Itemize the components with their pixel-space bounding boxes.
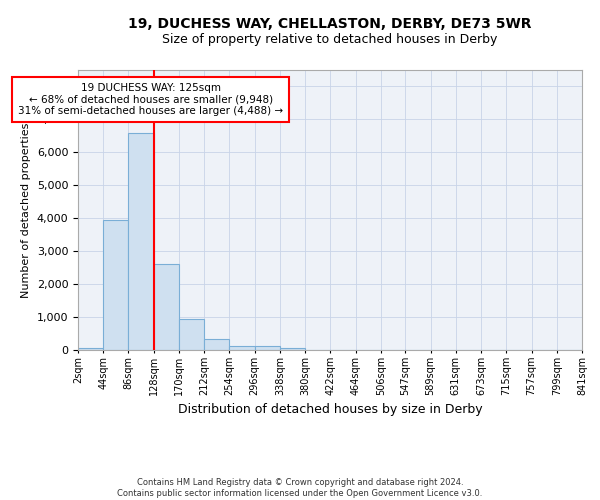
X-axis label: Distribution of detached houses by size in Derby: Distribution of detached houses by size … bbox=[178, 404, 482, 416]
Bar bbox=[179, 318, 204, 350]
Bar bbox=[154, 264, 179, 350]
Y-axis label: Number of detached properties: Number of detached properties bbox=[21, 122, 31, 298]
Text: Contains HM Land Registry data © Crown copyright and database right 2024.
Contai: Contains HM Land Registry data © Crown c… bbox=[118, 478, 482, 498]
Bar bbox=[128, 132, 154, 350]
Bar bbox=[103, 220, 128, 350]
Bar bbox=[78, 348, 103, 350]
Text: 19 DUCHESS WAY: 125sqm
← 68% of detached houses are smaller (9,948)
31% of semi-: 19 DUCHESS WAY: 125sqm ← 68% of detached… bbox=[18, 83, 283, 116]
Bar bbox=[229, 346, 254, 350]
Bar bbox=[280, 348, 305, 350]
Bar bbox=[254, 346, 280, 350]
Text: 19, DUCHESS WAY, CHELLASTON, DERBY, DE73 5WR: 19, DUCHESS WAY, CHELLASTON, DERBY, DE73… bbox=[128, 18, 532, 32]
Bar bbox=[204, 339, 229, 350]
Text: Size of property relative to detached houses in Derby: Size of property relative to detached ho… bbox=[163, 32, 497, 46]
